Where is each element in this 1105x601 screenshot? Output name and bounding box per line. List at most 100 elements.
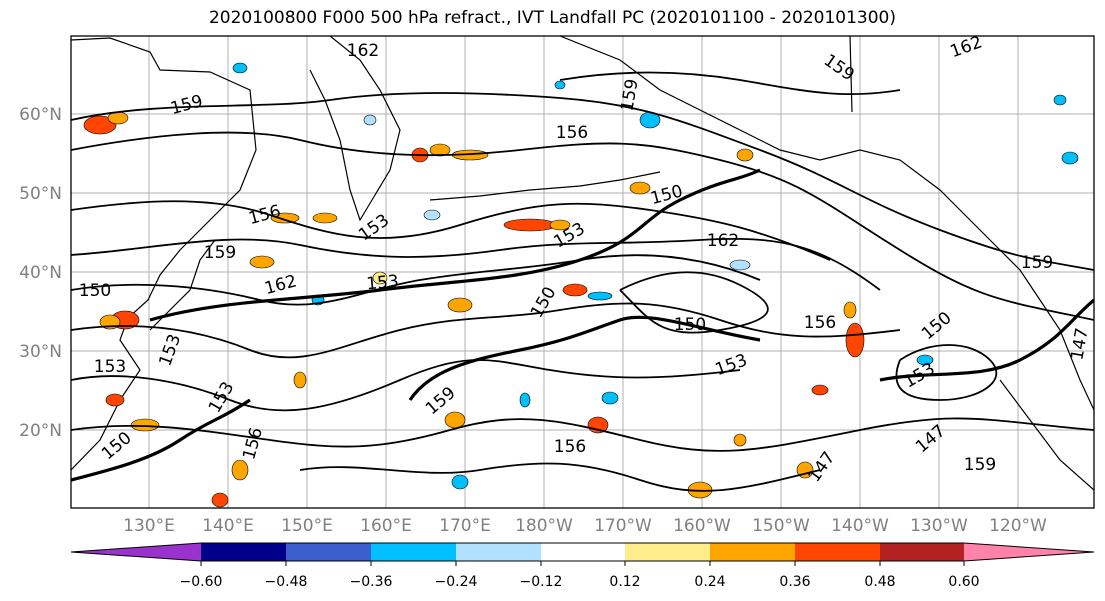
longitude-labels: 130°E 140°E 150°E 160°E 170°E 180°W 170°W 160°W… <box>123 516 1047 536</box>
ivt-anomaly-patch <box>429 143 451 157</box>
thick-contour <box>408 315 761 401</box>
contour-label: 156 <box>556 123 588 143</box>
colorbar-swatch <box>286 543 371 561</box>
contour-line <box>71 359 741 412</box>
lat-label: 20°N <box>19 421 62 441</box>
contour-line <box>71 417 1094 452</box>
ivt-anomaly-patch <box>232 62 248 74</box>
ivt-anomaly-patch <box>519 392 531 408</box>
kamchatka-coast <box>309 36 401 222</box>
contour-label: 159 <box>204 243 236 263</box>
contour-line <box>71 131 1094 321</box>
lon-label: 140°E <box>202 516 254 536</box>
aleutian-chain <box>429 171 661 201</box>
lat-label: 30°N <box>19 342 62 362</box>
ivt-anomaly-patch <box>447 297 473 313</box>
contour-label: 156 <box>554 437 586 457</box>
colorbar-swatch <box>456 543 541 561</box>
mexico-coast <box>999 379 1094 491</box>
ivt-anomaly-patch <box>249 255 275 269</box>
contour-label: 162 <box>707 231 739 251</box>
colorbar-tick-label: 0.60 <box>948 574 979 590</box>
map-frame <box>70 35 1095 509</box>
latitude-labels: 60°N 50°N 40°N 30°N 20°N <box>19 105 62 441</box>
ivt-anomaly-patch <box>270 212 300 224</box>
contour-line <box>71 200 831 261</box>
contour-line <box>71 237 881 291</box>
ivt-anomaly-patch <box>916 354 934 366</box>
contour-line <box>895 344 998 401</box>
colorbar-swatch <box>371 543 456 561</box>
colorbar: −0.60 −0.48 −0.36 −0.24 −0.12 0.12 0.24 0.36 0.4… <box>70 542 1095 590</box>
colorbar-tick-label: 0.12 <box>609 574 640 590</box>
jet-contours <box>71 168 1094 482</box>
contour-label: 153 <box>94 357 126 377</box>
lat-label: 50°N <box>19 184 62 204</box>
lon-label: 160°W <box>673 516 731 536</box>
contour-line <box>71 92 1094 271</box>
ivt-anomaly-patch <box>372 271 388 285</box>
thick-contour <box>71 398 251 482</box>
lon-label: 120°W <box>989 516 1047 536</box>
ivt-anomaly-patch <box>845 322 865 358</box>
chart-title: 2020100800 F000 500 hPa refract., IVT La… <box>208 8 896 28</box>
lon-label: 170°E <box>439 516 491 536</box>
ivt-anomaly-patch <box>811 384 829 396</box>
contour-line <box>559 71 901 96</box>
ivt-anomaly-patch <box>729 259 751 271</box>
thick-contour <box>879 298 1094 382</box>
colorbar-tick-label: 0.36 <box>779 574 810 590</box>
refractivity-contours <box>71 71 1094 492</box>
colorbar-tick-label: −0.12 <box>520 574 563 590</box>
contour-label: 162 <box>347 41 379 61</box>
ivt-anomaly-patch <box>843 301 857 319</box>
contour-line <box>619 271 769 334</box>
ivt-anomaly-patch <box>83 115 117 135</box>
lat-label: 40°N <box>19 263 62 283</box>
ivt-anomaly-patch <box>503 218 557 232</box>
ivt-anomaly-patch <box>444 411 466 429</box>
contour-label: 150 <box>79 281 111 301</box>
ivt-anomaly-patch <box>562 283 588 297</box>
colorbar-tick-label: −0.24 <box>435 574 478 590</box>
ivt-shading <box>83 62 1079 508</box>
gridlines <box>71 36 1094 508</box>
contour-label: 159 <box>1021 253 1053 273</box>
ivt-anomaly-patch <box>554 80 566 90</box>
ivt-anomaly-patch <box>363 114 377 126</box>
contour-label: 153 <box>366 272 400 295</box>
map-panel: 162 1621591591591561561561531531531531501… <box>70 35 1095 509</box>
ivt-anomaly-patch <box>105 393 125 407</box>
contour-line <box>71 302 901 359</box>
ivt-anomaly-patch <box>423 209 441 221</box>
thick-contour <box>149 168 761 322</box>
contour-label: 150 <box>674 315 706 335</box>
ivt-anomaly-patch <box>587 291 613 301</box>
colorbar-swatch <box>795 543 880 561</box>
ivt-anomaly-patch <box>733 433 747 447</box>
contour-label: 156 <box>804 313 836 333</box>
ivt-anomaly-patch <box>130 418 160 432</box>
ivt-anomaly-patch <box>629 181 651 195</box>
colorbar-extend-high <box>964 543 1094 561</box>
ivt-anomaly-patch <box>293 371 307 389</box>
contour-line <box>299 462 821 492</box>
lon-label: 180°W <box>515 516 573 536</box>
ivt-anomaly-patch <box>211 492 229 508</box>
colorbar-tick-label: −0.36 <box>350 574 393 590</box>
contour-line <box>71 254 761 306</box>
colorbar-swatch <box>201 543 286 561</box>
lon-label: 130°E <box>123 516 175 536</box>
colorbar-swatch <box>710 543 795 561</box>
lon-label: 130°W <box>910 516 968 536</box>
ivt-anomaly-patch <box>1061 151 1079 165</box>
lon-label: 160°E <box>360 516 412 536</box>
lon-label: 140°W <box>831 516 889 536</box>
ivt-anomaly-patch <box>451 474 469 490</box>
colorbar-swatch <box>880 543 964 561</box>
colorbar-swatch <box>625 543 710 561</box>
ivt-anomaly-patch <box>312 212 338 224</box>
colorbar-tick-label: 0.24 <box>694 574 725 590</box>
lon-label: 150°W <box>752 516 810 536</box>
colorbar-tick-label: −0.48 <box>265 574 308 590</box>
